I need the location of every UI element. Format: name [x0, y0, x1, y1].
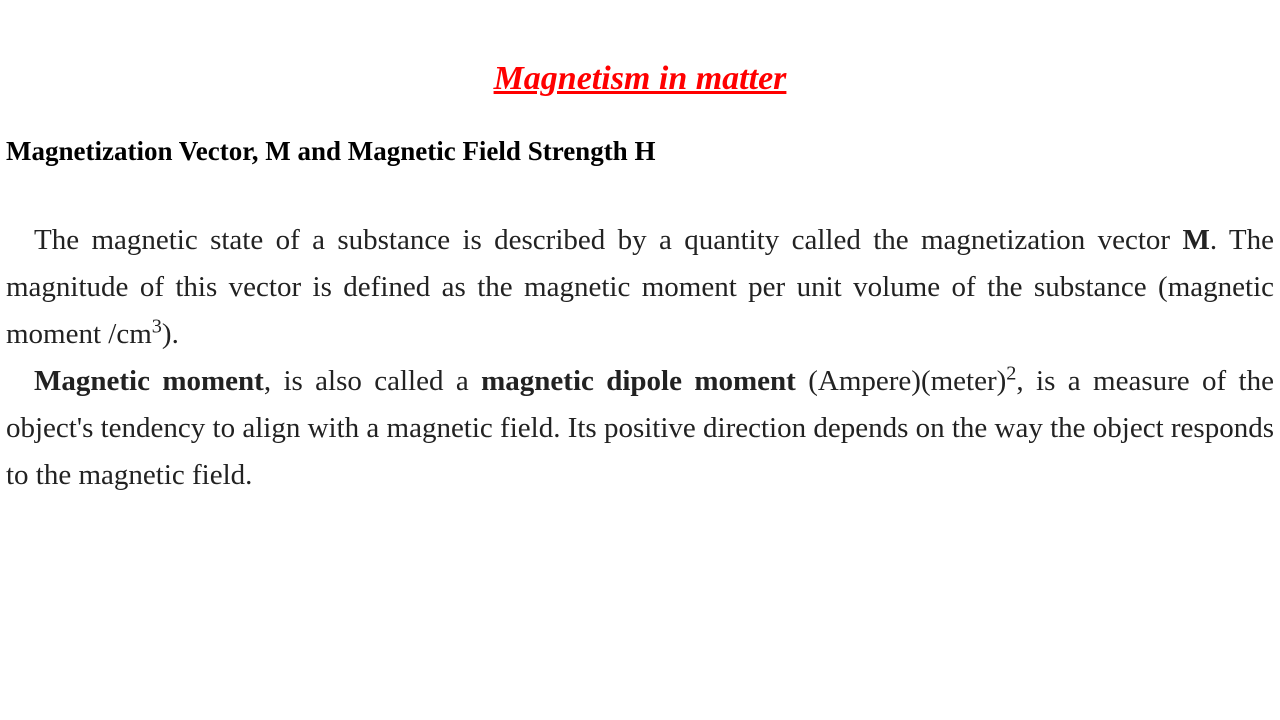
slide-subtitle: Magnetization Vector, M and Magnetic Fie…: [0, 136, 1280, 167]
p1-text1: The magnetic state of a substance is des…: [34, 224, 1182, 256]
slide-body: The magnetic state of a substance is des…: [0, 217, 1280, 499]
p2-sup1: 2: [1006, 362, 1016, 384]
p2-bold2: magnetic dipole moment: [481, 365, 796, 397]
paragraph-1: The magnetic state of a substance is des…: [6, 217, 1274, 358]
slide-container: Magnetism in matter Magnetization Vector…: [0, 0, 1280, 720]
p2-text2: (Ampere)(meter): [796, 365, 1006, 397]
p1-sup1: 3: [152, 315, 162, 337]
p2-text1: , is also called a: [264, 365, 481, 397]
paragraph-2: Magnetic moment, is also called a magnet…: [6, 358, 1274, 499]
p1-text3: ).: [162, 318, 179, 350]
p2-bold1: Magnetic moment: [34, 365, 264, 397]
slide-title: Magnetism in matter: [0, 60, 1280, 98]
p1-bold1: M: [1182, 224, 1209, 256]
